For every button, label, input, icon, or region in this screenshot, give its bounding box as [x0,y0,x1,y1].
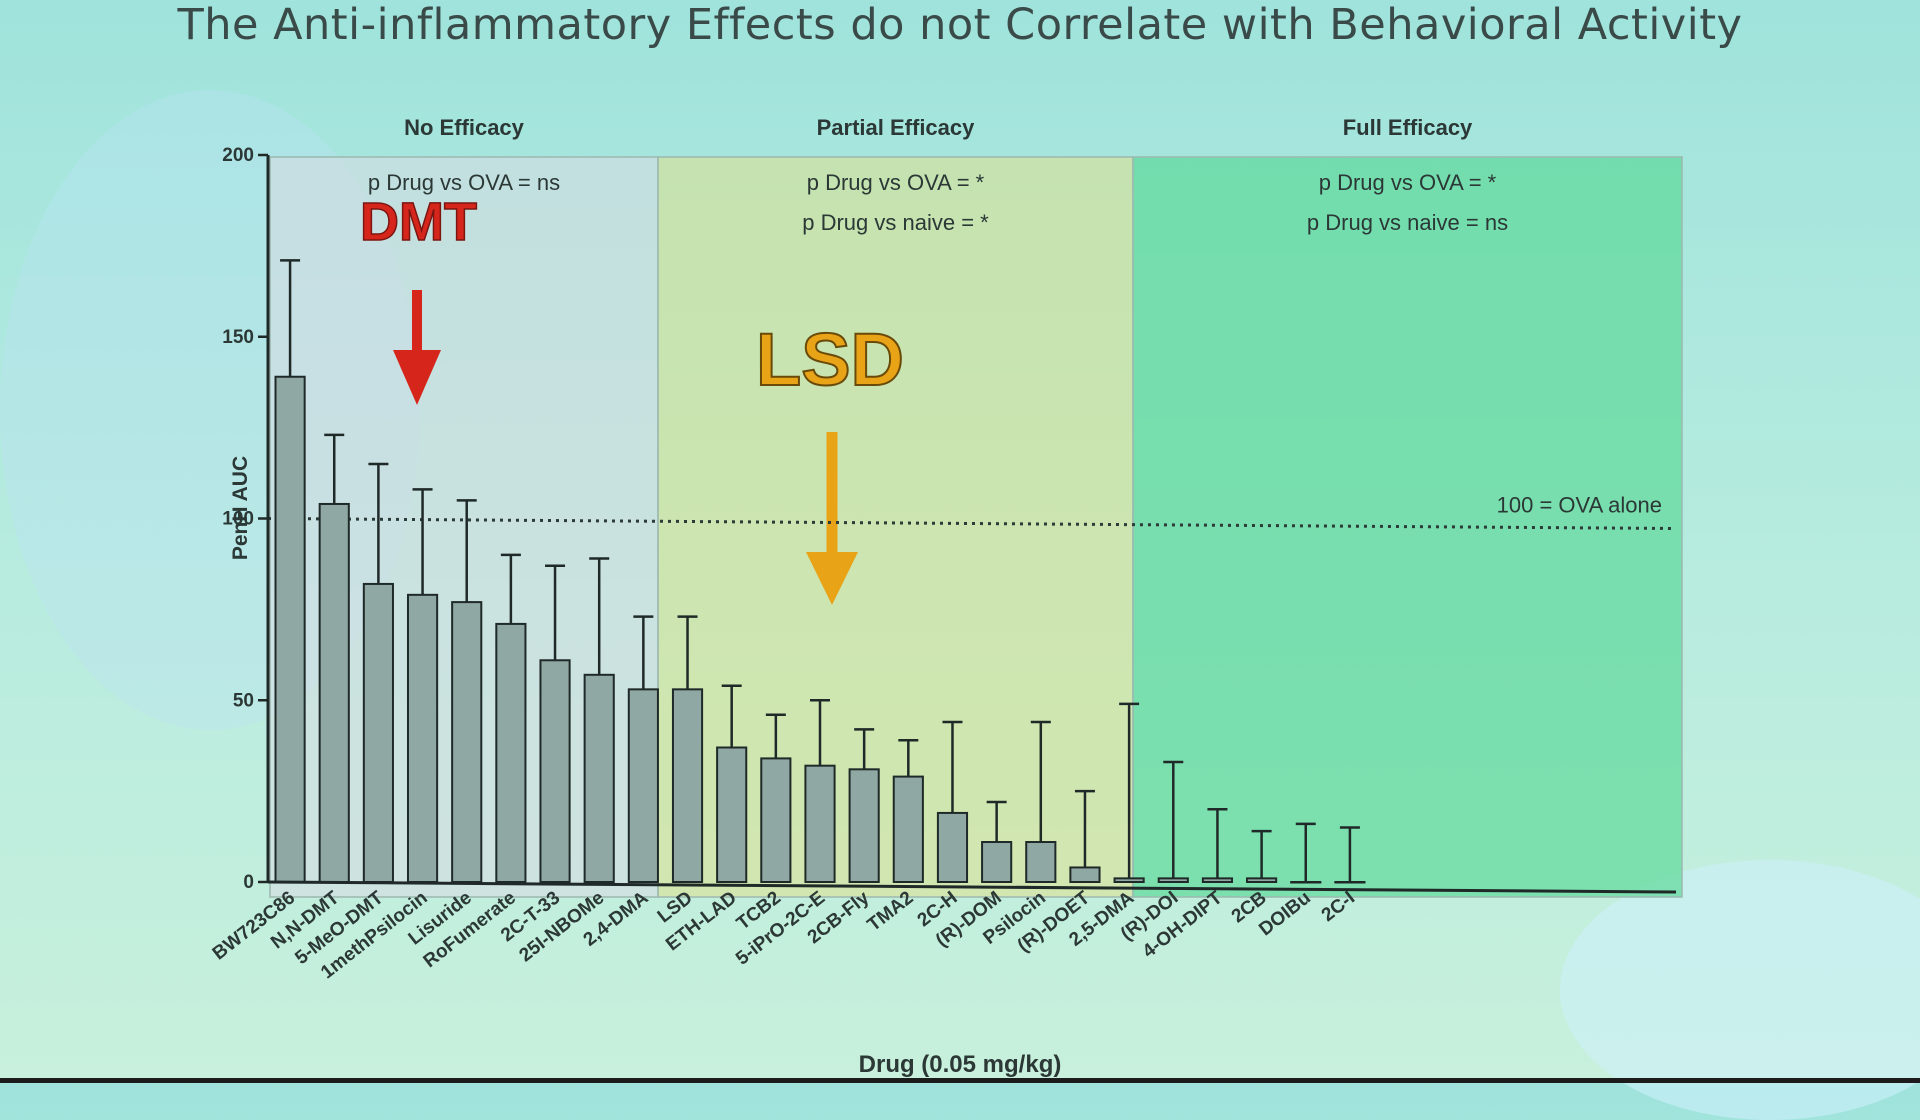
bar-2cb [1246,877,1278,883]
y-tick-label: 100 [222,509,254,530]
lsd-arrow-head [806,552,858,605]
bar-5-meo-dmt [362,582,394,883]
callout-lsd: LSD [756,318,904,401]
bg-blob-right [1560,860,1920,1120]
bar-chart: No Efficacy p Drug vs OVA = ns Partial Eff… [209,115,1683,1078]
y-tick-label: 150 [222,327,254,348]
region-label: Full Efficacy [1343,115,1473,140]
bar-psilocin [1025,841,1057,884]
bar-25i-nbome [583,673,615,883]
bar-2c-h [936,811,969,883]
bar-bw723c86 [274,375,306,883]
bar-2c-t-33 [539,659,571,884]
region-label: No Efficacy [404,115,525,140]
bar-lisuride [451,601,483,883]
x-axis-title: Drug (0.05 mg/kg) [859,1051,1062,1078]
axes: 0 50 100 150 200 PenH AUC Drug (0.05 mg/kg) [222,145,1677,1078]
bar-rofumerate [495,622,527,883]
callout-dmt: DMT [360,192,477,252]
region-stat: p Drug vs OVA = * [1319,170,1497,195]
bar-tcb2 [760,757,792,883]
x-axis [267,880,1677,894]
bar-doibu [1290,881,1322,884]
bar-4-oh-dipt [1201,877,1234,883]
bar-2cb-fly [848,768,880,883]
screen-edge [0,1078,1920,1083]
dmt-arrow-head [393,350,441,405]
bar-lsd [671,688,704,883]
bar-r-dom [981,841,1013,884]
bar-eth-lad [716,746,748,883]
y-axis-title: PenH AUC [229,456,252,560]
region-stat: p Drug vs naive = ns [1307,210,1508,235]
bar-2-4-dma [627,688,659,883]
region-stat: p Drug vs OVA = ns [368,170,560,195]
bar-n-n-dmt [318,502,350,883]
bar-1methpsilocin [406,593,439,884]
reference-line-group: 100 = OVA alone [267,493,1677,530]
reference-line-label: 100 = OVA alone [1497,493,1662,518]
bar-r-doi [1157,877,1189,883]
region-annotations: No Efficacy p Drug vs OVA = ns Partial Eff… [359,115,1508,605]
bar-5-ipro-2c-e [804,764,836,883]
bar-r-doet [1069,866,1101,884]
bar-tma2 [892,775,924,884]
reference-line [267,517,1677,530]
y-tick-label: 50 [233,690,254,711]
region-label: Partial Efficacy [817,115,976,140]
bar-2-5-dma [1113,877,1145,883]
y-tick-label: 0 [243,872,254,893]
bar-2c-i [1334,881,1366,884]
region-stat: p Drug vs OVA = * [807,170,985,195]
region-stat: p Drug vs naive = * [802,210,989,235]
slide-title: The Anti-inflammatory Effects do not Cor… [177,0,1743,50]
y-tick-label: 200 [222,145,254,166]
region-full-efficacy [1132,156,1683,898]
